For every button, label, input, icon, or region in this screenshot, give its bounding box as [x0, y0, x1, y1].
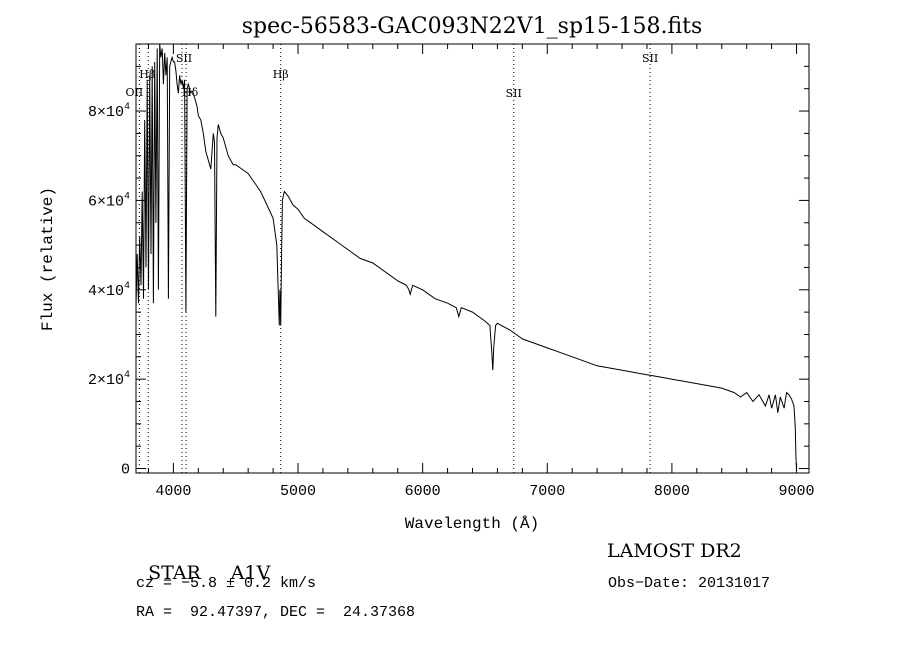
plot-frame [135, 43, 810, 474]
line-label-4: Hβ [273, 68, 289, 81]
line-label-5: SII [506, 87, 522, 100]
x-axis-label: Wavelength (Å) [405, 515, 539, 533]
x-tick-label: 9000 [779, 483, 815, 500]
y-tick-label: 6×104 [88, 191, 130, 210]
line-label-2: SII [176, 52, 192, 65]
x-tick-label: 4000 [155, 483, 191, 500]
class-label: STAR [148, 562, 201, 584]
redshift-label: cz = −5.8 ± 0.2 km/s [136, 575, 317, 592]
line-label-0: OII [126, 86, 144, 99]
line-label-1: Hβ [139, 68, 155, 81]
y-tick-label: 8×104 [88, 102, 130, 121]
chart-title: spec-56583-GAC093N22V1_sp15-158.fits [242, 14, 703, 39]
spectrum-line [136, 44, 797, 471]
obs-date-label: Obs−Date: 20131017 [608, 575, 771, 592]
y-tick-label: 4×104 [88, 281, 130, 300]
plot-area: 4000 5000 6000 7000 8000 9000 0 2×104 4×104 6×104… [88, 43, 815, 500]
y-tick-label: 0 [121, 462, 130, 479]
y-axis-label: Flux (relative) [39, 187, 57, 331]
subclass-label: A1V [230, 562, 271, 584]
x-tick-label: 5000 [280, 483, 316, 500]
x-tick-label: 6000 [405, 483, 441, 500]
x-tick-label: 8000 [654, 483, 690, 500]
survey-label: LAMOST DR2 [607, 540, 742, 562]
coordinates-label: RA = 92.47397, DEC = 24.37368 [136, 604, 416, 621]
y-tick-label: 2×104 [88, 370, 130, 389]
line-label-3: Hδ [182, 86, 199, 99]
line-label-6: SII [642, 52, 658, 65]
x-tick-label: 7000 [529, 483, 565, 500]
object-class: STAR A1V [136, 540, 270, 584]
